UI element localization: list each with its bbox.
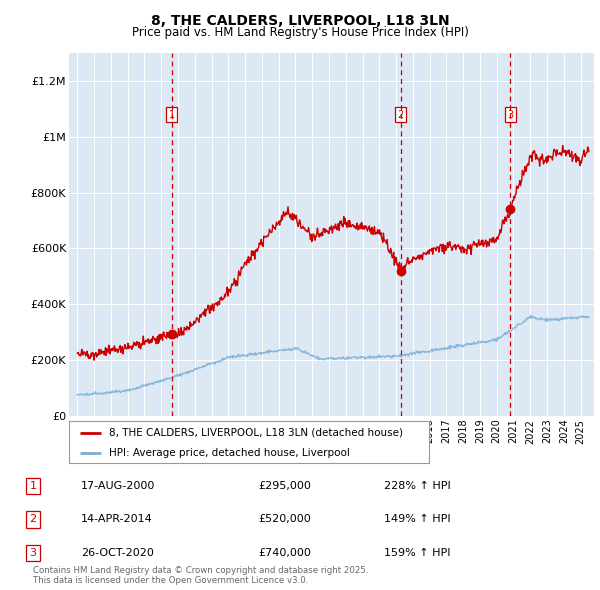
Text: £295,000: £295,000 [258,481,311,491]
Text: 26-OCT-2020: 26-OCT-2020 [81,548,154,558]
Text: 8, THE CALDERS, LIVERPOOL, L18 3LN (detached house): 8, THE CALDERS, LIVERPOOL, L18 3LN (deta… [109,428,403,438]
Text: 159% ↑ HPI: 159% ↑ HPI [384,548,451,558]
Text: 2: 2 [398,110,404,120]
Text: £740,000: £740,000 [258,548,311,558]
Text: HPI: Average price, detached house, Liverpool: HPI: Average price, detached house, Live… [109,448,349,457]
Text: 14-APR-2014: 14-APR-2014 [81,514,153,525]
Text: 1: 1 [29,481,37,491]
Text: 3: 3 [29,548,37,558]
Text: 2: 2 [29,514,37,525]
Text: 1: 1 [169,110,175,120]
Text: 228% ↑ HPI: 228% ↑ HPI [384,481,451,491]
Text: Contains HM Land Registry data © Crown copyright and database right 2025.
This d: Contains HM Land Registry data © Crown c… [33,566,368,585]
Text: 3: 3 [508,110,514,120]
Text: Price paid vs. HM Land Registry's House Price Index (HPI): Price paid vs. HM Land Registry's House … [131,26,469,39]
Text: £520,000: £520,000 [258,514,311,525]
Text: 149% ↑ HPI: 149% ↑ HPI [384,514,451,525]
Text: 17-AUG-2000: 17-AUG-2000 [81,481,155,491]
Text: 8, THE CALDERS, LIVERPOOL, L18 3LN: 8, THE CALDERS, LIVERPOOL, L18 3LN [151,14,449,28]
